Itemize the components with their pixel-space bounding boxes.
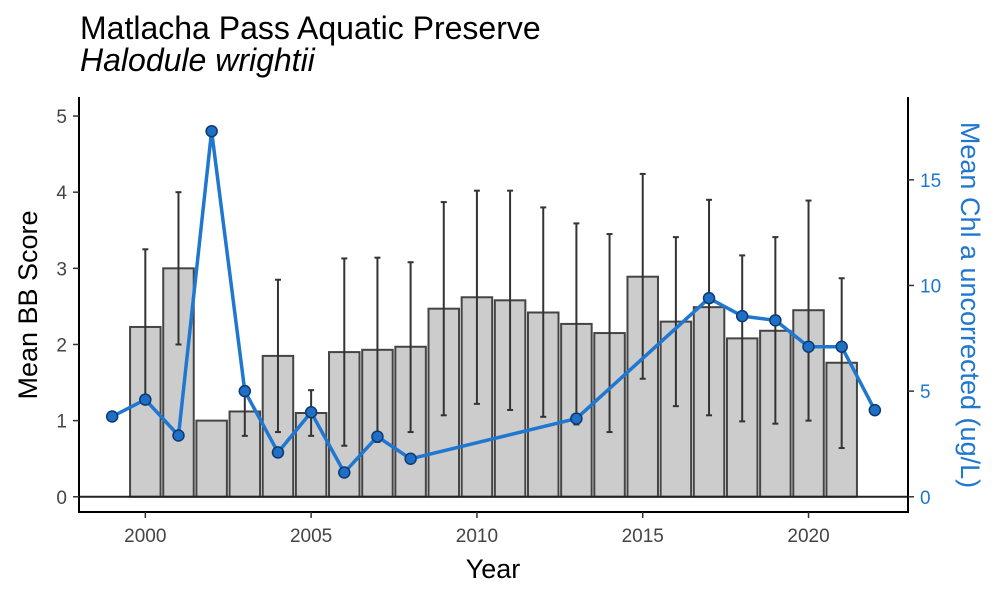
error-bar-2012 [540,206,547,418]
error-bar-2021 [838,277,845,450]
error-bar-2017 [706,198,713,417]
error-bar-2014 [606,233,613,434]
chl-point-2022 [868,403,882,417]
line-layer [105,124,882,479]
chl-point-2018 [735,309,749,323]
chl-point-2019 [769,314,782,327]
y2-tick-label-5: 5 [920,382,931,403]
chl-point-2017 [702,291,716,305]
bars-layer [129,267,858,498]
chl-point-2001 [172,429,185,442]
error-bar-2016 [672,236,679,408]
bar-2002 [195,419,228,498]
y-tick-label-1: 1 [56,412,67,433]
y2-tick-label-0: 0 [920,488,931,509]
chl-point-2007 [371,430,384,443]
error-bar-2018 [739,254,746,423]
axes-layer: 0 1 2 3 4 5 0 5 10 15 2000 2005 2010 2015 2020 [56,97,941,547]
error-bar-2010 [473,189,480,405]
x-tick-label-2020: 2020 [787,526,829,547]
x-axis-label: Year [466,554,521,584]
y-tick-label-3: 3 [56,259,67,280]
error-bar-2020 [805,199,812,422]
error-bar-2015 [639,172,646,380]
y2-tick-label-15: 15 [920,171,941,192]
error-bar-2009 [440,201,447,417]
error-bar-2006 [341,257,348,447]
chl-point-2003 [238,384,252,398]
y-tick-label-4: 4 [56,183,67,204]
y2-axis-label: Mean Chl a uncorrected (ug/L) [955,122,985,488]
chl-point-2013 [570,412,583,425]
chl-point-2008 [404,452,417,466]
chl-point-2002 [205,124,218,138]
y-tick-label-0: 0 [56,488,67,509]
chl-point-2020 [802,340,815,354]
chl-point-1999 [105,410,119,423]
y-tick-label-5: 5 [56,107,67,128]
chl-point-2006 [338,466,351,479]
error-bars-layer [142,172,845,450]
error-bar-2004 [274,278,281,434]
chart-title: Matlacha Pass Aquatic Preserve [80,10,541,46]
chl-point-2021 [835,340,848,354]
x-tick-label-2015: 2015 [622,526,664,547]
x-tick-label-2000: 2000 [124,526,166,547]
x-tick-label-2010: 2010 [456,526,498,547]
y-tick-label-2: 2 [56,335,67,356]
error-bar-2019 [772,236,779,425]
x-tick-label-2005: 2005 [290,526,332,547]
y-axis-label: Mean BB Score [13,210,43,399]
chart-subtitle: Halodule wrightii [80,42,315,78]
chl-point-2005 [304,406,318,419]
error-bar-2001 [175,191,182,346]
chl-point-2004 [271,446,285,459]
chl-point-2000 [139,393,152,406]
error-bar-2008 [407,261,414,434]
error-bar-2011 [507,189,514,411]
y2-tick-label-10: 10 [920,276,941,297]
